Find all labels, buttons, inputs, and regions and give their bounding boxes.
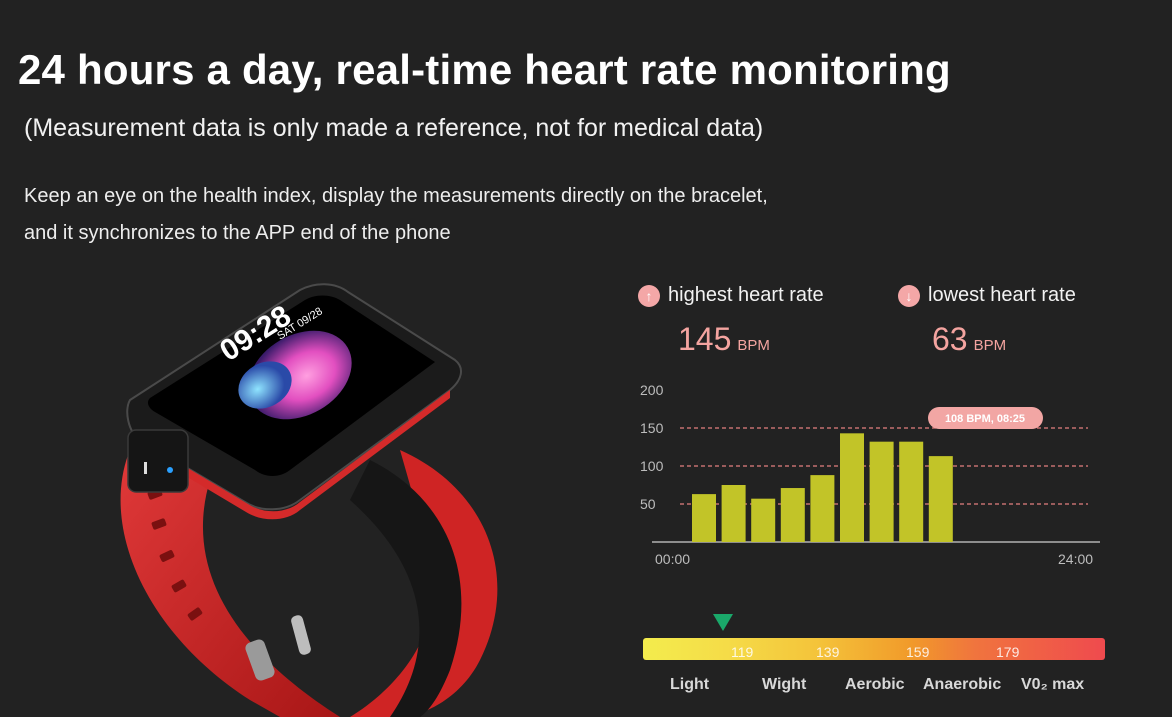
chart-bar bbox=[751, 498, 776, 542]
highest-heart-rate-value: 145 bbox=[678, 321, 732, 357]
chart-labels: 200 150 100 50 00:00 24:00 bbox=[640, 382, 1093, 567]
zone-tick: 159 bbox=[906, 644, 930, 660]
chart-bar bbox=[928, 456, 953, 542]
zone-marker-icon bbox=[713, 614, 733, 631]
y-tick-label: 100 bbox=[640, 458, 664, 474]
arrow-up-icon: ↑ bbox=[638, 284, 660, 307]
description: Keep an eye on the health index, display… bbox=[24, 178, 768, 252]
chart-bar bbox=[692, 494, 716, 542]
heart-rate-chart: 200 150 100 50 00:00 24:00 108 BPM, 08:25 bbox=[640, 382, 1100, 567]
highest-heart-rate: ↑ highest heart rate 145 BPM bbox=[638, 284, 824, 358]
chart-bar bbox=[840, 433, 864, 542]
highest-heart-rate-unit: BPM bbox=[737, 337, 770, 354]
zone-label-aerobic: Aerobic bbox=[845, 676, 905, 693]
zone-tick: 139 bbox=[816, 644, 840, 660]
lowest-heart-rate-label: lowest heart rate bbox=[928, 284, 1076, 306]
y-tick-label: 150 bbox=[640, 420, 664, 436]
page-subtitle: (Measurement data is only made a referen… bbox=[24, 114, 764, 142]
description-line-1: Keep an eye on the health index, display… bbox=[24, 185, 768, 207]
chart-bar bbox=[721, 485, 746, 542]
chart-bar bbox=[810, 475, 835, 542]
lowest-heart-rate-value: 63 bbox=[932, 321, 968, 357]
annotation-pill bbox=[928, 407, 1043, 429]
lowest-heart-rate-unit: BPM bbox=[973, 337, 1007, 354]
chart-bar bbox=[869, 441, 894, 542]
page-title: 24 hours a day, real-time heart rate mon… bbox=[18, 46, 951, 93]
annotation-label: 108 BPM, 08:25 bbox=[945, 413, 1025, 425]
chart-bars bbox=[692, 433, 953, 542]
chart-annotation: 108 BPM, 08:25 bbox=[928, 407, 1043, 429]
x-tick-label: 24:00 bbox=[1058, 551, 1093, 567]
zone-label-wight: Wight bbox=[762, 676, 807, 693]
chart-bar bbox=[899, 441, 924, 542]
x-tick-label: 00:00 bbox=[655, 551, 690, 567]
zone-label-light: Light bbox=[670, 676, 710, 693]
zone-tick: 179 bbox=[996, 644, 1020, 660]
zone-label-vo2max: V0₂ max bbox=[1021, 676, 1085, 693]
zone-tick: 119 bbox=[731, 644, 754, 660]
y-tick-label: 50 bbox=[640, 496, 656, 512]
arrow-down-icon: ↓ bbox=[898, 284, 920, 307]
zone-label-anaerobic: Anaerobic bbox=[923, 676, 1002, 693]
description-line-2: and it synchronizes to the APP end of th… bbox=[24, 222, 451, 244]
smart-watch-image: 09:28 SAT 09/28 bbox=[120, 283, 498, 717]
chart-bar bbox=[780, 488, 805, 542]
lowest-heart-rate: ↓ lowest heart rate 63 BPM bbox=[898, 284, 1076, 358]
heart-rate-zone-bar bbox=[643, 638, 1105, 660]
y-tick-label: 200 bbox=[640, 382, 664, 398]
highest-heart-rate-label: highest heart rate bbox=[668, 284, 824, 306]
